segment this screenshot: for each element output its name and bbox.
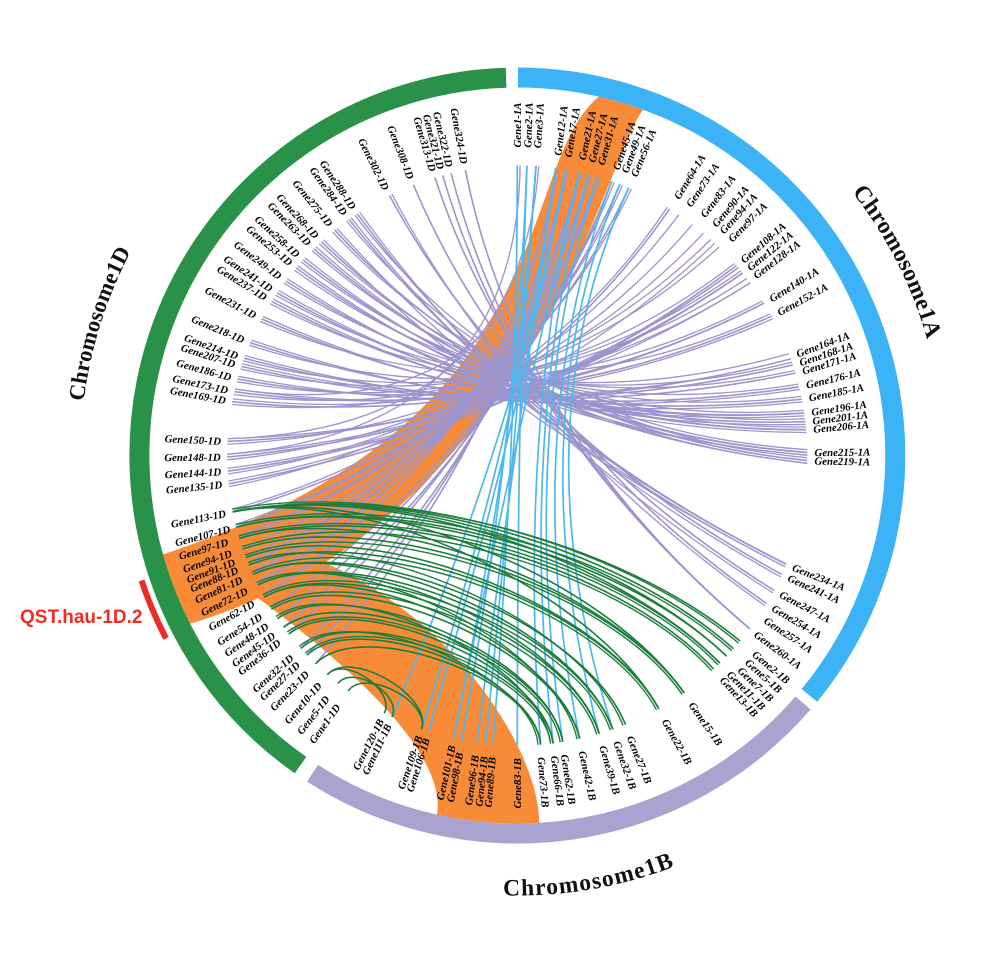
- svg-text:Gene219-1A: Gene219-1A: [814, 456, 870, 469]
- svg-text:Gene73-1B: Gene73-1B: [535, 757, 551, 808]
- svg-text:Gene150-1D: Gene150-1D: [164, 433, 221, 448]
- svg-text:Gene135-1D: Gene135-1D: [165, 479, 222, 496]
- svg-text:Gene2-1A: Gene2-1A: [522, 103, 535, 148]
- svg-text:Gene94-1B: Gene94-1B: [473, 756, 490, 807]
- svg-text:QST.hau-1D.2: QST.hau-1D.2: [20, 607, 142, 628]
- svg-text:Gene215-1A: Gene215-1A: [814, 447, 870, 460]
- svg-text:Gene148-1D: Gene148-1D: [164, 452, 221, 464]
- svg-text:Gene3-1A: Gene3-1A: [532, 103, 547, 149]
- svg-text:Gene144-1D: Gene144-1D: [165, 466, 222, 481]
- svg-text:Gene1-1A: Gene1-1A: [512, 103, 524, 148]
- svg-text:Gene83-1B: Gene83-1B: [512, 758, 524, 808]
- svg-text:Gene89-1B: Gene89-1B: [483, 757, 499, 808]
- svg-text:Gene206-1A: Gene206-1A: [813, 419, 870, 436]
